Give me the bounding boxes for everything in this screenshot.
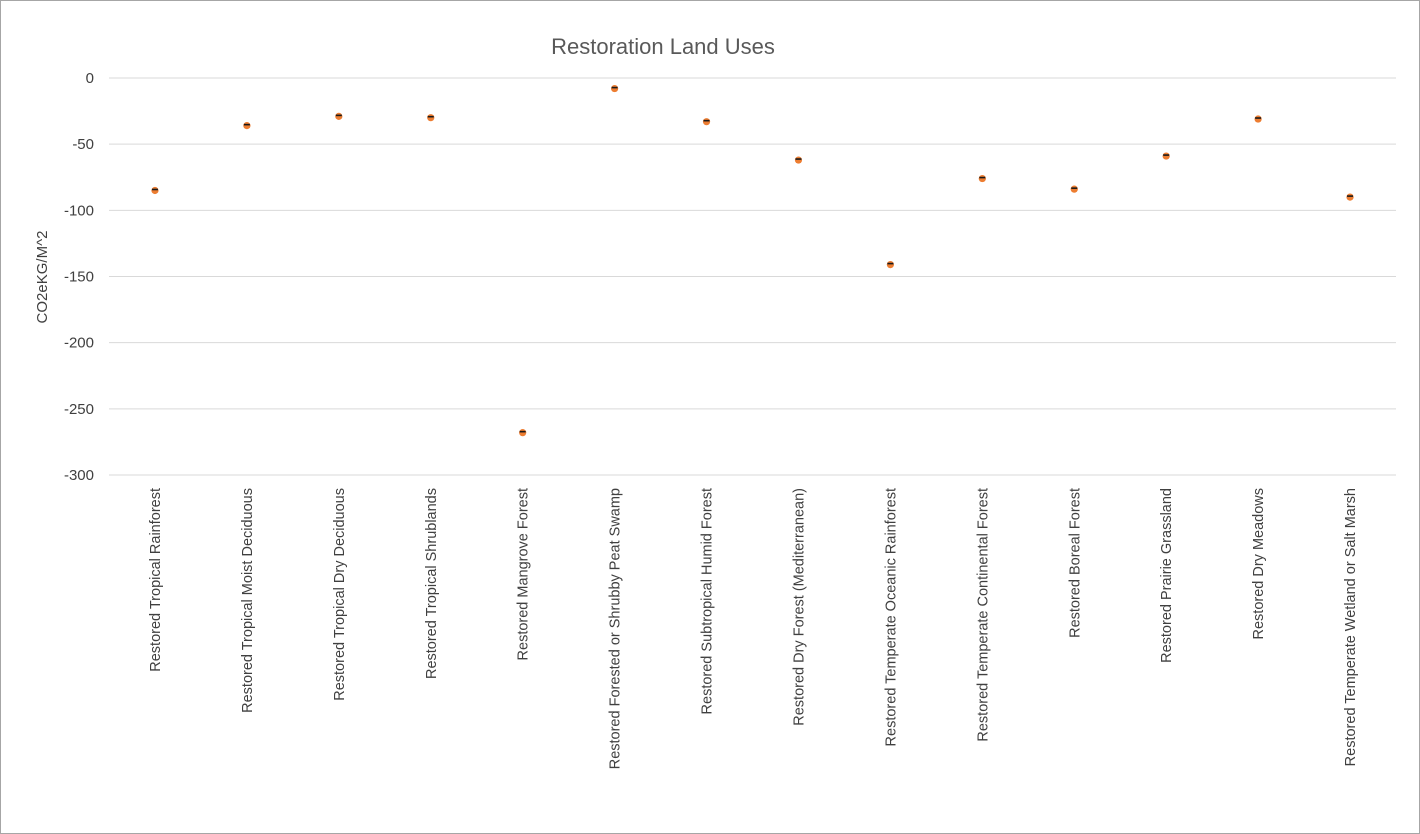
x-category-label: Restored Temperate Continental Forest — [975, 488, 991, 742]
data-point — [243, 122, 251, 130]
data-point-marker — [243, 122, 251, 130]
data-point — [1346, 193, 1354, 201]
data-point — [794, 156, 803, 164]
data-point-marker — [794, 156, 803, 164]
data-point — [427, 114, 435, 122]
data-point-marker — [1254, 115, 1262, 123]
data-point — [886, 260, 894, 269]
data-point — [1162, 152, 1170, 160]
data-point — [151, 186, 159, 195]
data-point-marker — [702, 118, 711, 126]
data-point-marker — [519, 429, 527, 437]
data-point-marker — [151, 186, 159, 195]
data-point — [335, 112, 343, 120]
data-point — [702, 118, 711, 126]
y-tick-label: -300 — [64, 467, 94, 484]
x-category-label: Restored Tropical Rainforest — [148, 488, 164, 672]
data-point — [978, 174, 986, 183]
y-tick-label: -250 — [64, 401, 94, 418]
x-category-label: Restored Temperate Oceanic Rainforest — [883, 488, 899, 746]
data-point-marker — [1162, 152, 1170, 160]
data-point-marker — [611, 84, 619, 93]
data-point — [611, 84, 619, 93]
data-point-marker — [1070, 185, 1078, 193]
data-point — [519, 429, 527, 437]
data-point — [1254, 115, 1262, 123]
category-labels: Restored Tropical Rainforest Restored Tro… — [148, 488, 1359, 769]
x-category-label: Restored Mangrove Forest — [516, 488, 532, 660]
y-tick-label: -200 — [64, 335, 94, 352]
y-tick-label: -150 — [64, 269, 94, 286]
x-category-label: Restored Forested or Shrubby Peat Swamp — [608, 488, 624, 769]
data-point — [1070, 185, 1078, 193]
y-tick-label: -100 — [64, 202, 94, 219]
data-point-marker — [335, 112, 343, 120]
y-axis-label: CO2eKG/M^2 — [34, 231, 51, 324]
chart-title: Restoration Land Uses — [551, 34, 775, 59]
data-point-marker — [886, 260, 894, 269]
data-point-marker — [978, 174, 986, 183]
x-category-label: Restored Tropical Moist Deciduous — [240, 488, 256, 713]
data-point-marker — [1346, 193, 1354, 201]
x-category-label: Restored Dry Meadows — [1251, 488, 1267, 640]
x-category-label: Restored Prairie Grassland — [1159, 488, 1175, 663]
y-tick-label: 0 — [86, 70, 94, 87]
y-tick-labels: 0 -50 -100 -150 -200 -250 -300 — [64, 70, 94, 484]
y-tick-label: -50 — [72, 136, 94, 153]
x-category-label: Restored Dry Forest (Mediterranean) — [791, 488, 807, 726]
x-category-label: Restored Subtropical Humid Forest — [700, 488, 716, 714]
x-category-label: Restored Boreal Forest — [1067, 488, 1083, 638]
x-category-label: Restored Temperate Wetland or Salt Marsh — [1343, 488, 1359, 766]
data-point-marker — [427, 114, 435, 122]
x-category-label: Restored Tropical Shrublands — [424, 488, 440, 679]
gridlines — [109, 77, 1396, 476]
x-category-label: Restored Tropical Dry Deciduous — [332, 488, 348, 701]
data-points — [151, 84, 1354, 437]
